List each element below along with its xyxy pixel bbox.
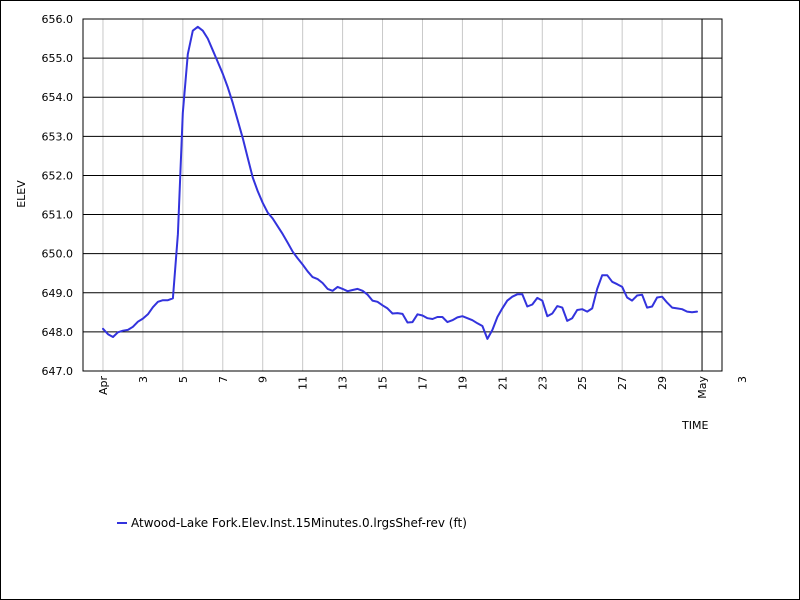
x-tick-label: 3: [137, 376, 150, 383]
x-tick-label: 17: [416, 376, 429, 390]
x-tick-label: 13: [337, 376, 350, 390]
y-tick-label: 653.0: [42, 130, 74, 143]
x-tick-label: 21: [496, 376, 509, 390]
plot-area-border: [82, 18, 723, 372]
y-tick-label: 656.0: [42, 13, 74, 26]
series-line: [102, 25, 698, 340]
y-tick-label: 655.0: [42, 52, 74, 65]
y-tick-label: 650.0: [42, 248, 74, 261]
y-tick-label: 648.0: [42, 326, 74, 339]
x-tick-label: 7: [217, 376, 230, 383]
x-tick-label: 19: [456, 376, 469, 390]
x-tick-label: 5: [177, 376, 190, 383]
y-tick-label: 652.0: [42, 169, 74, 182]
x-tick-label: 15: [377, 376, 390, 390]
y-tick-label: 654.0: [42, 91, 74, 104]
x-tick-label: Apr: [97, 376, 110, 396]
x-axis-title: TIME: [681, 419, 708, 432]
y-tick-label: 647.0: [42, 365, 74, 378]
x-tick-label: 25: [576, 376, 589, 390]
x-axis-ticks: Apr 3 5 7 9 11 13 15 17 19 21 23 25 27 29 May 3: [97, 376, 749, 399]
horizontal-gridlines: [83, 57, 722, 333]
y-tick-label: 649.0: [42, 287, 74, 300]
x-tick-label: 3: [736, 376, 749, 383]
legend: Atwood-Lake Fork.Elev.Inst.15Minutes.0.l…: [117, 515, 467, 531]
x-tick-label: 27: [616, 376, 629, 390]
x-tick-label: 29: [656, 376, 669, 390]
y-tick-label: 651.0: [42, 209, 74, 222]
vertical-gridlines: [102, 19, 703, 371]
x-tick-label: May: [696, 376, 709, 399]
y-axis-title: ELEV: [15, 180, 28, 208]
legend-label: Atwood-Lake Fork.Elev.Inst.15Minutes.0.l…: [131, 516, 467, 530]
x-tick-label: 11: [297, 376, 310, 390]
legend-swatch: [117, 522, 127, 524]
x-tick-label: 9: [257, 376, 270, 383]
x-tick-label: 23: [536, 376, 549, 390]
y-axis-ticks: 647.0 648.0 649.0 650.0 651.0 652.0 653.0 654.0…: [42, 13, 74, 378]
